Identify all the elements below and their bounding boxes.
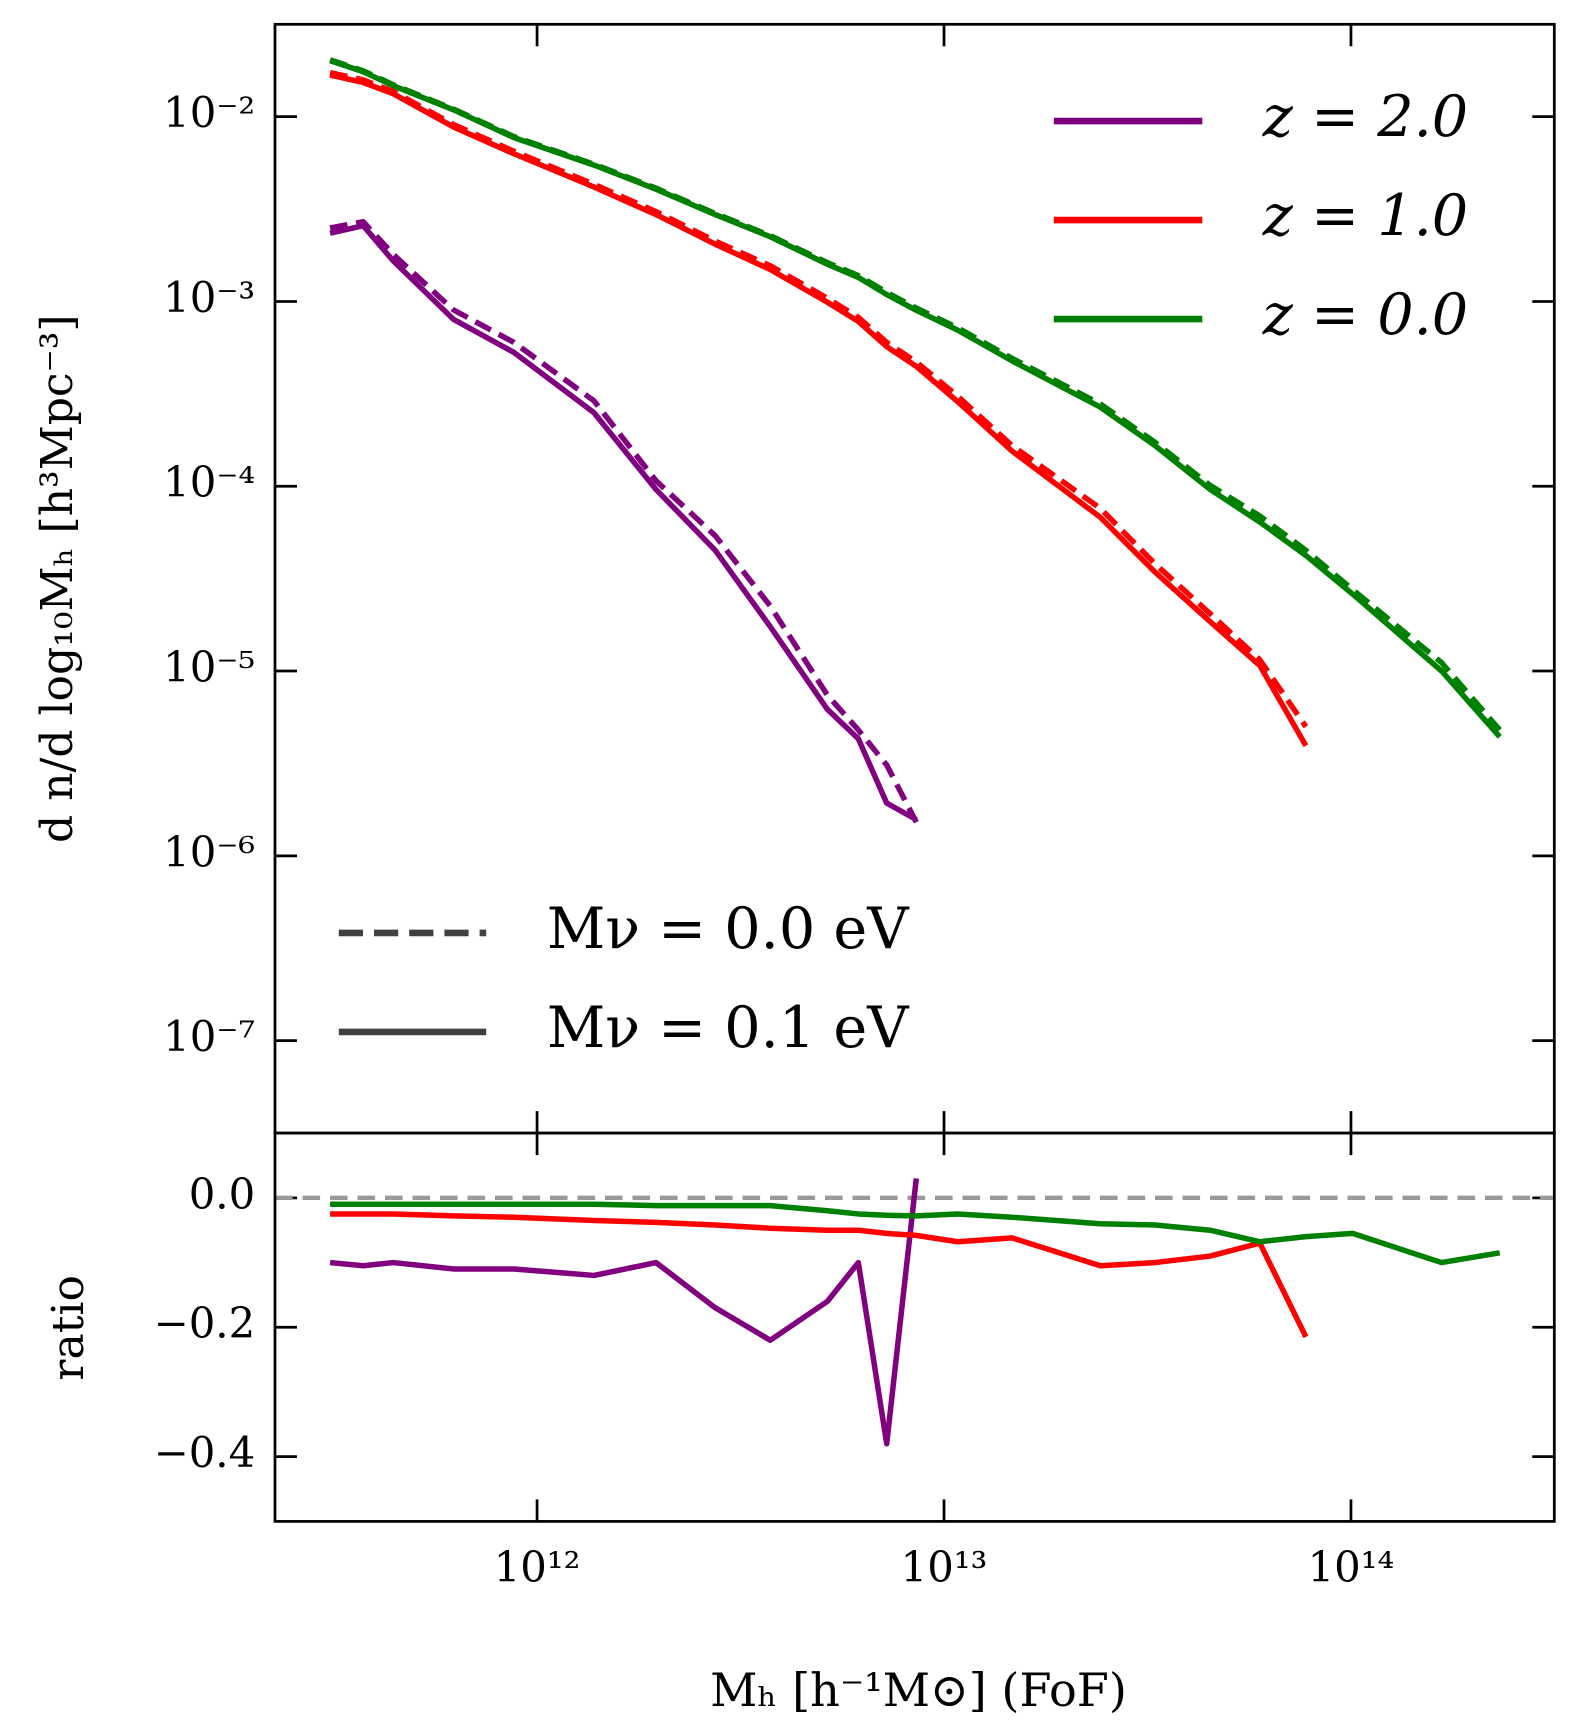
series-line (329, 219, 919, 824)
x-tick-label: 10¹³ (901, 1542, 988, 1591)
y-tick-label: 10⁻⁴ (163, 458, 255, 507)
y-tick-label: 10⁻² (163, 88, 255, 137)
y-axis-label: d n/d log₁₀Mₕ [h³Mpc⁻³] (32, 314, 83, 843)
series-line (330, 1201, 1501, 1266)
y-tick-label: 10⁻⁷ (163, 1012, 255, 1061)
y-tick-label: 10⁻⁵ (163, 643, 255, 692)
legend-label: z = 1.0 (1262, 183, 1468, 249)
series-line (330, 1211, 1309, 1339)
series-line (329, 72, 1309, 748)
series-line (329, 222, 918, 823)
series-line (329, 70, 1309, 729)
y-tick-label: −0.4 (154, 1428, 255, 1477)
x-axis-label: Mₕ [h⁻¹M⊙] (FoF) (710, 1663, 1127, 1717)
legend-label: z = 2.0 (1262, 84, 1468, 150)
series-line (329, 57, 1502, 732)
legend-label: z = 0.0 (1262, 282, 1468, 348)
y-tick-label: 10⁻³ (163, 273, 255, 322)
x-tick-label: 10¹² (494, 1542, 581, 1591)
x-tick-label: 10¹⁴ (1308, 1542, 1395, 1591)
y-tick-label: 0.0 (189, 1169, 255, 1218)
axes-frame (273, 1131, 1556, 1523)
series-line (329, 57, 1502, 739)
y-tick-label: 10⁻⁶ (163, 827, 255, 876)
series-line (329, 1178, 920, 1447)
legend-label: Mν = 0.0 eV (547, 896, 911, 962)
y-axis-label: ratio (43, 1275, 94, 1381)
legend-label: Mν = 0.1 eV (547, 995, 911, 1061)
y-tick-label: −0.2 (154, 1299, 255, 1348)
